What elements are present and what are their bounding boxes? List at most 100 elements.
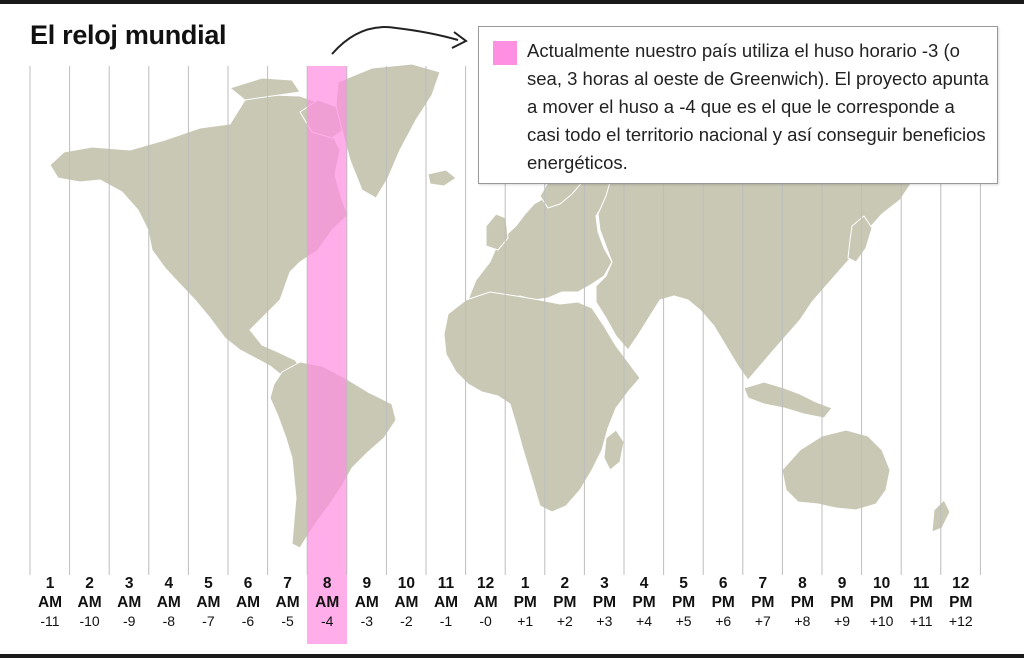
tz-label: 2 AM -10: [70, 574, 110, 631]
tz-meridiem: AM: [117, 594, 142, 611]
tz-offset: +4: [636, 613, 652, 629]
tz-offset: -10: [79, 613, 100, 629]
top-border: [0, 0, 1024, 4]
tz-offset: -8: [162, 613, 176, 629]
tz-hour: 3: [124, 575, 134, 592]
tz-offset: +1: [517, 613, 534, 629]
tz-meridiem: PM: [711, 594, 735, 611]
tz-label: 12 PM +12: [941, 574, 981, 631]
tz-hour: 12: [476, 575, 495, 592]
tz-hour: 7: [283, 575, 292, 592]
tz-hour: 10: [872, 575, 891, 592]
tz-offset: +6: [715, 613, 732, 629]
bottom-border: [0, 654, 1024, 658]
tz-meridiem: PM: [751, 594, 775, 611]
tz-hour: 8: [798, 575, 807, 592]
tz-label: 5 PM +5: [664, 574, 704, 631]
arrow-head: [451, 31, 468, 49]
tz-offset: -6: [241, 613, 255, 629]
tz-offset: -4: [320, 613, 334, 629]
tz-hour: 12: [952, 575, 970, 592]
legend-box: Actualmente nuestro país utiliza el huso…: [478, 26, 998, 184]
tz-meridiem: AM: [77, 594, 102, 611]
tz-offset: -9: [122, 613, 136, 629]
africa: [443, 291, 641, 513]
tz-hour: 2: [560, 575, 570, 592]
tz-label: 7 PM +7: [743, 574, 783, 631]
tz-offset: +11: [909, 613, 933, 629]
map-title: El reloj mundial: [30, 20, 227, 50]
tz-offset: -1: [439, 613, 453, 629]
tz-offset: +3: [596, 613, 613, 629]
tz-meridiem: AM: [275, 594, 300, 611]
tz-meridiem: AM: [433, 594, 459, 611]
tz-label: 2 PM +2: [545, 574, 585, 631]
tz-label: 8 PM +8: [782, 574, 822, 631]
tz-hour: 4: [164, 575, 174, 592]
tz-label: 12 AM -0: [466, 574, 506, 631]
tz-meridiem: AM: [196, 594, 221, 611]
tz-label: 11 AM -1: [426, 574, 466, 631]
tz-hour: 11: [912, 575, 930, 592]
tz-hour: 7: [758, 575, 768, 592]
madagascar: [603, 429, 625, 471]
tz-label: 3 PM +3: [584, 574, 624, 631]
tz-offset: -3: [360, 613, 374, 629]
tz-label: 1 PM +1: [505, 574, 545, 631]
tz-hour: 2: [85, 575, 94, 592]
iceland: [427, 169, 457, 187]
tz-offset: +10: [869, 613, 894, 629]
tz-offset: -2: [400, 613, 413, 629]
tz-label: 1 AM -11: [30, 574, 70, 631]
tz-hour: 1: [520, 575, 530, 592]
tz-label: 4 AM -8: [149, 574, 189, 631]
tz-hour: 5: [204, 575, 213, 592]
tz-label: 9 PM +9: [822, 574, 862, 631]
tz-label: 7 AM -5: [268, 574, 308, 631]
tz-label: 4 PM +4: [624, 574, 664, 631]
japan: [847, 215, 873, 263]
tz-offset: +8: [794, 613, 811, 629]
tz-label: 5 AM -7: [188, 574, 228, 631]
british-isles: [485, 213, 509, 251]
tz-meridiem: PM: [513, 594, 537, 611]
tz-hour: 4: [639, 575, 649, 592]
tz-label: 9 AM -3: [347, 574, 387, 631]
tz-offset: -5: [281, 613, 294, 629]
tz-hour: 6: [243, 575, 253, 592]
legend-swatch: [493, 41, 517, 65]
tz-offset: -7: [202, 613, 215, 629]
tz-meridiem: AM: [315, 594, 340, 611]
tz-hour: 1: [45, 575, 55, 592]
tz-hour: 10: [397, 575, 416, 592]
tz-meridiem: AM: [473, 594, 498, 611]
tz-meridiem: PM: [790, 594, 815, 611]
tz-hour: 5: [679, 575, 688, 592]
tz-label: 6 AM -6: [228, 574, 268, 631]
tz-meridiem: PM: [592, 594, 617, 611]
tz-label: 6 PM +6: [703, 574, 743, 631]
tz-offset: +2: [556, 613, 573, 629]
tz-label: 8 AM -4: [307, 574, 347, 631]
tz-offset: +5: [675, 613, 692, 629]
greenland: [335, 63, 441, 199]
meridian-grid: [29, 66, 981, 575]
tz-offset: +9: [834, 613, 850, 629]
tz-offset: +12: [948, 613, 973, 629]
southeast-asia-islands: [743, 381, 833, 419]
tz-label: 10 PM +10: [862, 574, 902, 631]
tz-offset: +7: [754, 613, 771, 629]
australia: [781, 429, 891, 511]
tz-hour: 11: [437, 575, 455, 592]
tz-label: 3 AM -9: [109, 574, 149, 631]
tz-meridiem: AM: [156, 594, 181, 611]
tz-hour: 9: [362, 575, 372, 592]
tz-hour: 3: [600, 575, 609, 592]
tz-meridiem: PM: [632, 594, 656, 611]
tz-meridiem: PM: [830, 594, 854, 611]
tz-label: 11 PM +11: [901, 574, 941, 631]
tz-offset: -11: [40, 613, 60, 629]
north-america: [49, 94, 349, 386]
arrow: [331, 26, 459, 55]
